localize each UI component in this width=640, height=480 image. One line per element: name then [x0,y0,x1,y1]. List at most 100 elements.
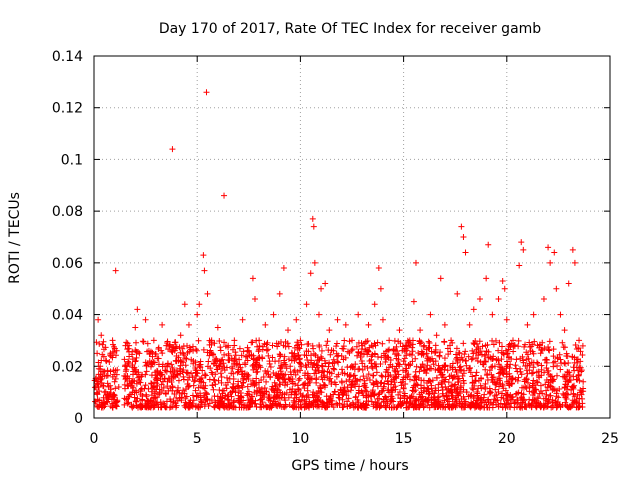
noise-mark [468,401,475,408]
noise-mark [94,380,101,387]
noise-mark [471,340,478,347]
noise-mark [413,363,420,370]
noise-mark [331,366,338,373]
noise-mark [530,369,537,376]
noise-mark [439,387,446,394]
noise-mark [106,359,113,366]
data-point [150,337,157,344]
noise-mark [468,356,475,363]
noise-mark [291,357,298,364]
noise-mark [217,344,224,351]
noise-mark [382,352,389,359]
noise-mark [247,397,254,404]
noise-mark [384,369,391,376]
noise-mark [510,348,517,355]
noise-mark [253,375,260,382]
noise-mark [112,352,119,359]
noise-mark [155,346,162,353]
noise-mark [503,371,510,378]
noise-mark [466,365,473,372]
noise-mark [339,379,346,386]
noise-mark [533,378,540,385]
data-point [578,368,585,375]
noise-mark [125,345,132,352]
noise-mark [173,358,180,365]
noise-mark [515,374,522,381]
data-point [322,280,329,287]
noise-mark [470,386,477,393]
data-point [580,378,587,385]
noise-mark [250,379,257,386]
noise-mark [518,403,525,410]
data-point [98,332,105,339]
noise-mark [553,393,560,400]
noise-mark [556,386,563,393]
noise-mark [383,366,390,373]
noise-mark [186,344,193,351]
noise-mark [364,337,371,344]
noise-mark [100,338,107,345]
data-point [285,327,292,334]
noise-mark [173,394,180,401]
noise-mark [533,369,540,376]
noise-mark [209,382,216,389]
noise-mark [470,350,477,357]
noise-mark [496,339,503,346]
noise-mark [365,398,372,405]
noise-mark [504,358,511,365]
noise-mark [196,361,203,368]
noise-mark [205,402,212,409]
noise-mark [492,386,499,393]
noise-mark [97,376,104,383]
noise-mark [402,361,409,368]
data-point [551,249,558,256]
noise-mark [122,375,129,382]
noise-mark [316,343,323,350]
noise-mark [142,371,149,378]
noise-mark [432,348,439,355]
noise-mark [282,361,289,368]
noise-mark [378,354,385,361]
noise-mark [144,398,151,405]
noise-mark [100,382,107,389]
noise-mark [466,364,473,371]
noise-mark [271,379,278,386]
noise-mark [449,382,456,389]
noise-mark [341,337,348,344]
noise-mark [445,379,452,386]
noise-mark [478,385,485,392]
noise-mark [526,343,533,350]
noise-mark [475,394,482,401]
noise-mark [389,389,396,396]
noise-mark [529,397,536,404]
noise-mark [160,384,167,391]
data-point [386,337,393,344]
noise-mark [336,391,343,398]
noise-mark [165,346,172,353]
noise-mark [362,387,369,394]
noise-mark [197,390,204,397]
noise-mark [454,359,461,366]
data-point [454,290,461,297]
noise-mark [403,352,410,359]
noise-mark [533,386,540,393]
noise-mark [176,344,183,351]
data-point [303,301,310,308]
noise-mark [234,369,241,376]
noise-mark [541,369,548,376]
noise-mark [297,367,304,374]
noise-mark [379,373,386,380]
noise-mark [327,375,334,382]
noise-mark [125,399,132,406]
noise-mark [563,350,570,357]
noise-mark [342,388,349,395]
noise-mark [529,348,536,355]
noise-mark [348,347,355,354]
noise-mark [190,360,197,367]
noise-mark [395,352,402,359]
noise-mark [328,370,335,377]
noise-mark [510,343,517,350]
noise-mark [453,386,460,393]
noise-mark [454,385,461,392]
data-point [109,337,116,344]
